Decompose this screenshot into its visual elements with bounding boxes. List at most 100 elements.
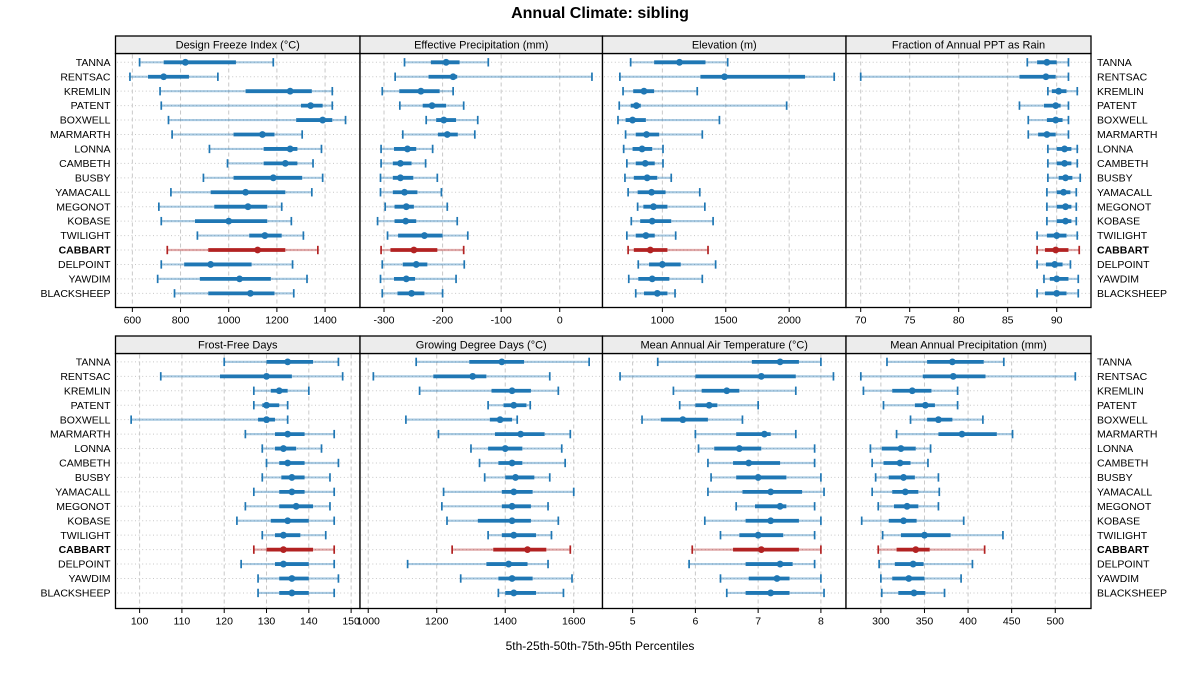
- percentile-bar-patent: [398, 101, 465, 110]
- site-label-left-cambeth: CAMBETH: [59, 158, 110, 170]
- median-dot: [1053, 289, 1061, 297]
- axis-tick-label: -100: [491, 315, 512, 327]
- site-label-right-boxwell: BOXWELL: [1097, 414, 1148, 426]
- median-dot: [646, 246, 654, 254]
- median-dot: [510, 589, 518, 597]
- site-label-left-rentsac: RENTSAC: [60, 71, 111, 83]
- site-label-right-kremlin: KREMLIN: [1097, 86, 1144, 98]
- percentile-bar-kremlin: [862, 386, 959, 395]
- panel-title: Elevation (m): [692, 40, 757, 52]
- percentile-bar-busby: [710, 473, 822, 482]
- percentile-bar-twilight: [1036, 231, 1079, 240]
- percentile-bar-kobase: [446, 516, 560, 525]
- percentile-bar-marmarth: [694, 429, 797, 439]
- median-dot: [401, 188, 408, 196]
- percentile-bar-patent: [252, 401, 289, 410]
- percentile-bar-busby: [483, 473, 551, 482]
- axis-tick-label: -200: [432, 315, 453, 327]
- site-label-right-delpoint: DELPOINT: [1097, 259, 1150, 271]
- median-dot: [261, 232, 269, 239]
- median-dot: [442, 58, 450, 66]
- axis-tick-label: 130: [258, 616, 276, 628]
- median-dot: [286, 87, 294, 95]
- site-label-right-kremlin: KREMLIN: [1097, 385, 1144, 397]
- panel-title: Growing Degree Days (°C): [416, 340, 547, 352]
- site-label-right-lonna: LONNA: [1097, 144, 1133, 156]
- percentile-bar-boxwell: [909, 415, 984, 424]
- site-label-left-patent: PATENT: [71, 400, 111, 412]
- axis-tick-label: 70: [855, 315, 867, 327]
- median-dot: [903, 502, 911, 510]
- median-dot: [705, 401, 713, 409]
- median-dot: [263, 416, 270, 424]
- percentile-bar-yawdim: [719, 574, 822, 583]
- median-dot: [641, 159, 649, 167]
- median-dot: [1062, 174, 1069, 182]
- site-label-right-yamacall: YAMACALL: [1097, 187, 1152, 199]
- median-dot: [921, 401, 929, 409]
- site-label-left-tanna: TANNA: [76, 357, 111, 369]
- percentile-bar-twilight: [487, 530, 553, 540]
- median-dot: [721, 73, 728, 81]
- median-dot: [908, 387, 916, 395]
- site-label-left-delpoint: DELPOINT: [58, 259, 111, 271]
- median-dot: [754, 474, 762, 481]
- percentile-bar-tanna: [415, 357, 590, 367]
- median-dot: [510, 401, 518, 409]
- percentile-bar-kobase: [703, 516, 822, 525]
- site-label-left-lonna: LONNA: [74, 144, 110, 156]
- site-label-right-megonot: MEGONOT: [1097, 201, 1152, 213]
- site-label-left-kobase: KOBASE: [67, 216, 110, 228]
- median-dot: [508, 459, 516, 467]
- percentile-bar-blacksheep: [1036, 289, 1080, 298]
- axis-tick-label: 5: [630, 616, 636, 628]
- median-dot: [642, 232, 650, 239]
- percentile-bar-kremlin: [252, 386, 310, 395]
- strip: [845, 35, 1092, 55]
- panel-frost-free-days: Frost-Free Days 100 110 120 130 140 150: [114, 335, 361, 628]
- percentile-bar-boxwell: [425, 115, 479, 125]
- site-label-left-yamacall: YAMACALL: [55, 486, 110, 498]
- median-dot: [496, 416, 504, 424]
- percentile-bar-busby: [1047, 173, 1082, 183]
- axis-tick-label: 120: [215, 616, 233, 628]
- median-dot: [679, 416, 687, 424]
- percentile-bar-cambeth: [478, 458, 567, 468]
- median-dot: [643, 174, 651, 182]
- percentile-bar-kremlin: [159, 86, 334, 96]
- percentile-bar-delpoint: [688, 559, 816, 569]
- site-label-left-boxwell: BOXWELL: [60, 115, 111, 127]
- percentile-bar-marmarth: [437, 429, 572, 439]
- site-label-left-marmarth: MARMARTH: [50, 129, 110, 141]
- median-dot: [640, 87, 648, 95]
- percentile-bar-boxwell: [641, 415, 744, 424]
- median-dot: [910, 589, 918, 597]
- percentile-bar-blacksheep: [634, 289, 676, 298]
- median-dot: [1051, 261, 1059, 268]
- site-label-right-kobase: KOBASE: [1097, 515, 1140, 527]
- percentile-bar-patent: [618, 101, 788, 110]
- percentile-bar-twilight: [625, 231, 677, 240]
- site-label-right-tanna: TANNA: [1097, 357, 1132, 369]
- median-dot: [225, 217, 233, 225]
- panel-body: [359, 352, 604, 610]
- percentile-bar-rentsac: [129, 72, 219, 81]
- percentile-bar-delpoint: [381, 260, 466, 269]
- percentile-bar-yawdim: [459, 574, 573, 583]
- axis-tick-label: 75: [904, 315, 916, 327]
- percentile-bar-blacksheep: [880, 588, 946, 598]
- median-dot: [676, 58, 683, 66]
- panel-mean-annual-air-temperature-c: Mean Annual Air Temperature (°C) 5 6 7 8: [601, 335, 847, 628]
- percentile-bar-megonot: [158, 202, 283, 211]
- median-dot: [501, 445, 509, 452]
- median-dot: [1053, 275, 1061, 283]
- percentile-bar-blacksheep: [173, 289, 295, 298]
- median-dot: [307, 102, 315, 110]
- percentile-bar-marmarth: [624, 130, 704, 139]
- percentile-bar-megonot: [636, 202, 706, 211]
- axis-tick-label: 1000: [357, 616, 381, 628]
- axis-tick-label: 150: [342, 616, 360, 628]
- axis-tick-label: 600: [124, 315, 142, 327]
- percentile-bar-yamacall: [252, 487, 336, 497]
- site-label-right-blacksheep: BLACKSHEEP: [1097, 288, 1167, 300]
